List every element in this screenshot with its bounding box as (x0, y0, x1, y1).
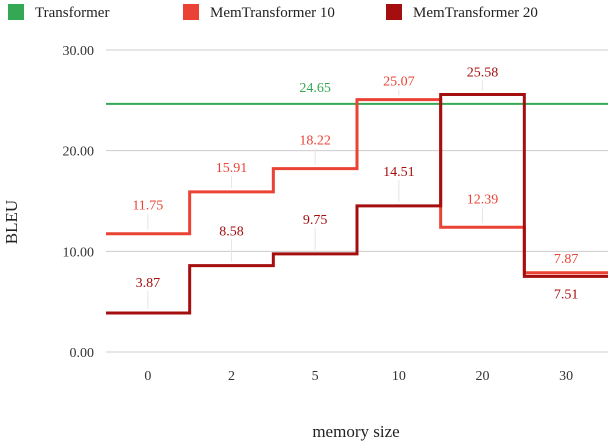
data-label: 12.39 (467, 192, 499, 207)
series-lines (106, 92, 608, 315)
data-label: 25.58 (467, 65, 499, 80)
data-label: 8.58 (219, 225, 244, 240)
data-label: 15.91 (216, 161, 248, 176)
data-label: 18.22 (299, 134, 331, 149)
x-tick-label: 5 (312, 369, 319, 384)
data-label: 7.51 (554, 287, 579, 302)
legend-swatch (386, 4, 402, 20)
legend-label: MemTransformer 20 (413, 5, 538, 21)
x-tick-label: 2 (228, 369, 235, 384)
legend-label: MemTransformer 10 (210, 5, 335, 21)
x-tick-label: 30 (559, 369, 573, 384)
y-tick-label: 30.00 (63, 44, 95, 59)
y-tick-label: 20.00 (63, 145, 95, 160)
data-label: 3.87 (136, 276, 161, 291)
legend: Transformer MemTransformer 10 MemTransform… (8, 4, 538, 21)
data-label: 24.65 (299, 81, 331, 96)
x-tick-label: 0 (144, 369, 151, 384)
y-axis-ticks: 0.00 10.00 20.00 30.00 (63, 44, 95, 361)
data-label: 25.07 (383, 75, 415, 90)
y-axis-title: BLEU (2, 200, 21, 244)
y-tick-label: 10.00 (63, 245, 95, 260)
gridlines (106, 49, 608, 353)
legend-swatch (183, 4, 199, 20)
x-tick-label: 20 (476, 369, 490, 384)
x-tick-label: 10 (392, 369, 406, 384)
data-label: 11.75 (132, 199, 163, 214)
data-label: 14.51 (383, 165, 415, 180)
x-axis-title: memory size (312, 422, 399, 441)
data-label: 7.87 (554, 252, 579, 267)
data-labels: 24.65 11.75 15.91 18.22 25.07 12.39 7.87 3.87 8.… (132, 65, 579, 310)
legend-label: Transformer (35, 5, 109, 21)
data-label: 9.75 (303, 213, 328, 228)
x-axis-ticks: 0 2 5 10 20 30 (144, 369, 573, 384)
y-tick-label: 0.00 (70, 346, 95, 361)
legend-swatch (8, 4, 24, 20)
series-line-3 (106, 92, 608, 315)
